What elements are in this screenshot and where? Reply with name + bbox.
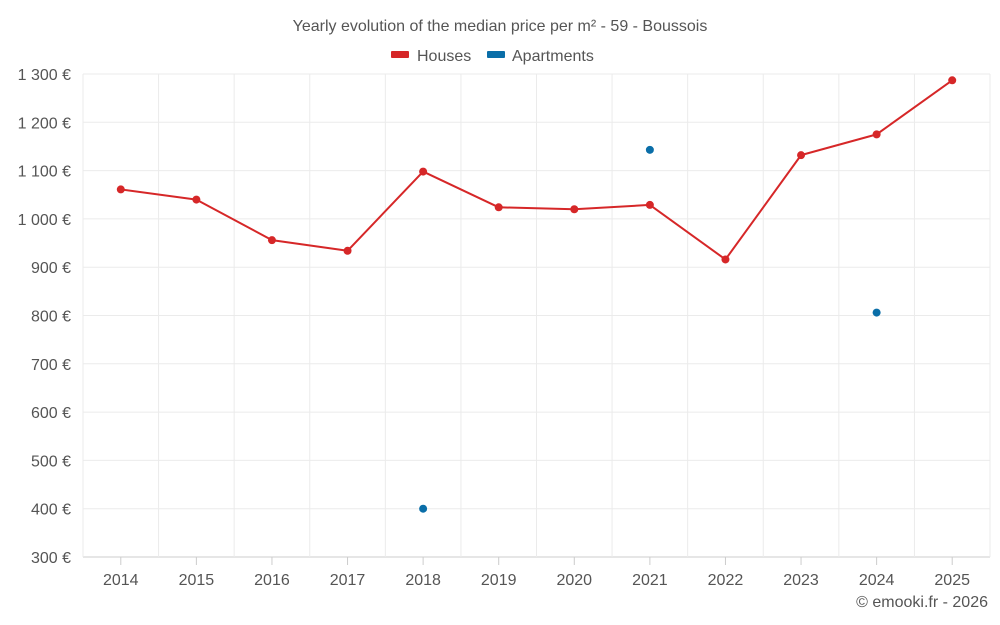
x-tick-label: 2016 bbox=[254, 572, 290, 589]
x-tick-label: 2014 bbox=[103, 572, 139, 589]
y-tick-label: 1 300 € bbox=[18, 67, 71, 84]
series-line-houses bbox=[120, 79, 953, 261]
legend: Houses Apartments bbox=[391, 48, 594, 65]
y-tick-label: 300 € bbox=[31, 550, 71, 567]
legend-swatch-apartments bbox=[487, 51, 505, 58]
chart-title: Yearly evolution of the median price per… bbox=[293, 18, 708, 35]
x-tick-label: 2018 bbox=[405, 572, 441, 589]
data-point-houses-2018[interactable] bbox=[419, 167, 428, 176]
y-tick-label: 500 € bbox=[31, 453, 71, 470]
x-tick-label: 2025 bbox=[934, 572, 970, 589]
data-point-apartments-2024[interactable] bbox=[872, 308, 881, 317]
x-tick-label: 2015 bbox=[179, 572, 215, 589]
x-tick-label: 2022 bbox=[708, 572, 744, 589]
data-point-houses-2021[interactable] bbox=[645, 200, 654, 209]
x-tick-label: 2017 bbox=[330, 572, 366, 589]
data-point-houses-2023[interactable] bbox=[797, 151, 806, 160]
series-apartments bbox=[419, 145, 881, 513]
data-point-houses-2020[interactable] bbox=[570, 205, 579, 214]
data-point-houses-2017[interactable] bbox=[343, 246, 352, 255]
data-point-houses-2025[interactable] bbox=[948, 76, 957, 85]
data-point-apartments-2018[interactable] bbox=[419, 504, 428, 513]
x-tick-label: 2019 bbox=[481, 572, 517, 589]
x-tick-label: 2024 bbox=[859, 572, 895, 589]
y-tick-label: 400 € bbox=[31, 502, 71, 519]
x-tick-label: 2020 bbox=[556, 572, 592, 589]
series-houses bbox=[116, 76, 957, 264]
data-point-houses-2019[interactable] bbox=[494, 203, 503, 212]
y-tick-label: 900 € bbox=[31, 260, 71, 277]
credit: © emooki.fr - 2026 bbox=[856, 594, 988, 611]
data-point-houses-2016[interactable] bbox=[267, 236, 276, 245]
data-point-houses-2022[interactable] bbox=[721, 255, 730, 264]
y-tick-label: 600 € bbox=[31, 405, 71, 422]
legend-item-houses[interactable]: Houses bbox=[391, 48, 471, 65]
data-point-houses-2014[interactable] bbox=[116, 185, 125, 194]
data-point-houses-2024[interactable] bbox=[872, 130, 881, 139]
series bbox=[116, 76, 957, 513]
legend-label-apartments: Apartments bbox=[512, 48, 594, 65]
y-tick-label: 1 200 € bbox=[18, 115, 71, 132]
y-tick-label: 700 € bbox=[31, 357, 71, 374]
y-tick-label: 800 € bbox=[31, 309, 71, 326]
legend-swatch-houses bbox=[391, 51, 409, 58]
data-point-apartments-2021[interactable] bbox=[645, 145, 654, 154]
x-tick-label: 2023 bbox=[783, 572, 819, 589]
y-tick-label: 1 100 € bbox=[18, 164, 71, 181]
data-point-houses-2015[interactable] bbox=[192, 195, 201, 204]
grid bbox=[82, 73, 991, 565]
legend-label-houses: Houses bbox=[417, 48, 471, 65]
legend-item-apartments[interactable]: Apartments bbox=[487, 48, 594, 65]
y-tick-label: 1 000 € bbox=[18, 212, 71, 229]
y-axis-ticks: 300 € 400 € 500 € 600 € 700 € 800 € 900 € 1 000… bbox=[18, 67, 71, 567]
x-axis-ticks: 2014 2015 2016 2017 2018 2019 2020 2021 2022 2023… bbox=[103, 572, 970, 589]
x-tick-label: 2021 bbox=[632, 572, 668, 589]
